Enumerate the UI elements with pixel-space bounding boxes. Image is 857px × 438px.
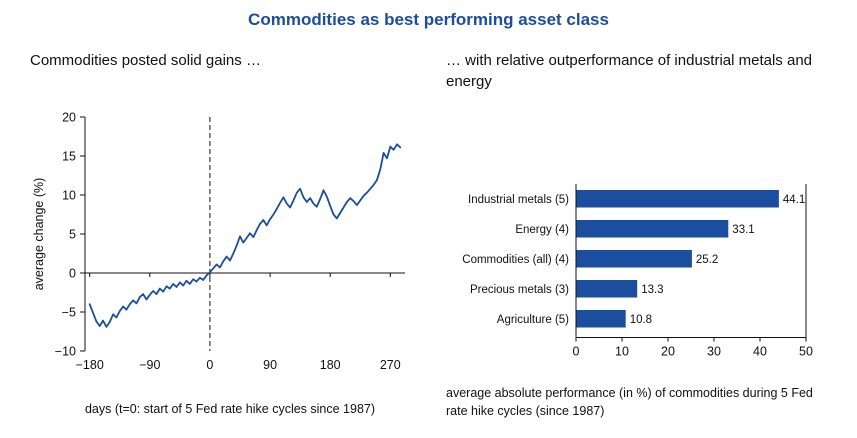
bar-value-label: 25.2 — [696, 254, 718, 266]
x-tick-label: 180 — [320, 358, 341, 372]
y-tick-label: 0 — [69, 267, 76, 281]
bar — [576, 250, 692, 268]
y-axis-title: average change (%) — [32, 178, 46, 291]
y-tick-label: −5 — [62, 306, 76, 320]
x-tick-label: 10 — [615, 345, 629, 359]
x-tick-label: −180 — [76, 358, 104, 372]
x-tick-label: 30 — [707, 345, 721, 359]
line-chart-xaxis-title: days (t=0: start of 5 Fed rate hike cycl… — [84, 402, 376, 416]
bar — [576, 220, 729, 238]
line-chart-panel: Commodities posted solid gains … −180 −90… — [30, 50, 440, 416]
bar-chart: Industrial metals (5) 44.1 Energy (4) 33.1 C… — [446, 182, 831, 369]
bar-category-label: Precious metals (3) — [470, 284, 569, 296]
bar-chart-subtitle: … with relative outperformance of indust… — [446, 52, 813, 90]
y-tick-label: 15 — [62, 150, 76, 164]
bar-category-label: Energy (4) — [515, 224, 569, 236]
y-tick-label: 10 — [62, 189, 76, 203]
bar — [576, 280, 638, 298]
x-tick-label: 0 — [573, 345, 580, 359]
x-tick-label: 90 — [263, 358, 277, 372]
x-tick-label: 0 — [206, 358, 213, 372]
line-chart: −180 −90 0 90 180 270 −10 −5 0 5 10 15 20 average cha… — [30, 105, 440, 392]
y-tick-label: 5 — [69, 228, 76, 242]
y-tick-label: −10 — [55, 345, 76, 359]
bar-chart-panel: … with relative outperformance of indust… — [446, 50, 831, 420]
x-tick-label: 20 — [661, 345, 675, 359]
bar-value-label: 44.1 — [783, 194, 805, 206]
bar-chart-caption: average absolute performance (in %) of c… — [446, 386, 813, 418]
bar-category-label: Agriculture (5) — [497, 314, 569, 326]
line-chart-svg: −180 −90 0 90 180 270 −10 −5 0 5 10 15 20 average cha… — [32, 111, 405, 372]
bar-category-label: Industrial metals (5) — [468, 194, 569, 206]
figure-title: Commodities as best performing asset cla… — [248, 10, 609, 29]
bar-value-label: 33.1 — [732, 224, 754, 236]
bar-value-label: 13.3 — [641, 284, 663, 296]
bar-value-label: 10.8 — [630, 314, 652, 326]
bar-chart-svg: Industrial metals (5) 44.1 Energy (4) 33.1 C… — [462, 184, 813, 359]
bar-category-label: Commodities (all) (4) — [462, 254, 569, 266]
line-chart-subtitle: Commodities posted solid gains … — [30, 52, 261, 69]
x-tick-label: 40 — [753, 345, 767, 359]
x-tick-label: 50 — [799, 345, 813, 359]
bar — [576, 310, 626, 328]
x-tick-label: 270 — [380, 358, 401, 372]
x-tick-label: −90 — [139, 358, 160, 372]
commodities-line-series — [88, 143, 402, 328]
bar — [576, 190, 779, 208]
y-tick-label: 20 — [62, 111, 76, 125]
